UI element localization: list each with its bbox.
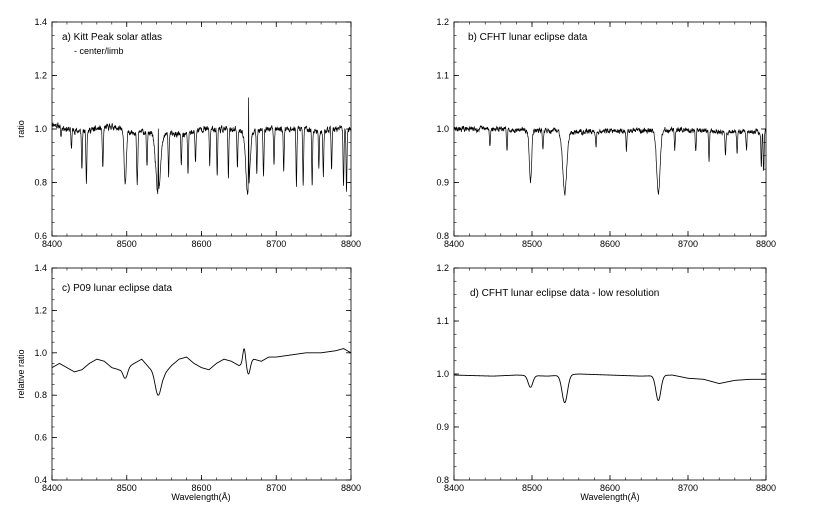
y-tick-label: 1.1	[436, 71, 449, 81]
y-tick-label: 1.2	[436, 17, 449, 27]
x-tick-label: 8500	[522, 483, 542, 493]
y-tick-label: 0.8	[34, 178, 47, 188]
y-tick-label: 0.8	[34, 390, 47, 400]
y-tick-label: 1.2	[436, 263, 449, 273]
y-tick-label: 0.8	[436, 475, 449, 485]
panel-d-spectrum-line	[453, 373, 766, 404]
y-tick-label: 0.6	[34, 231, 47, 241]
x-tick-label: 8600	[600, 483, 620, 493]
y-tick-label: 1.4	[34, 263, 47, 273]
panel-b-plot-frame	[453, 21, 767, 237]
y-tick-label: 1.0	[436, 124, 449, 134]
panel-a-axes: 8400 8500 8600 8700 8800 0.6 0.8 1.0 1.2 1.4	[34, 17, 361, 249]
panel-d-title: d) CFHT lunar eclipse data - low resolut…	[470, 288, 659, 299]
panel-b-title: b) CFHT lunar eclipse data	[468, 32, 588, 43]
y-tick-label: 0.6	[34, 433, 47, 443]
y-tick-label: 1.2	[34, 71, 47, 81]
x-tick-label: 8800	[756, 239, 776, 249]
panel-d-plot-frame	[453, 267, 767, 481]
x-tick-label: 8400	[42, 239, 62, 249]
panel-a-y-axis-label: ratio	[16, 120, 26, 138]
panel-b: 8400 8500 8600 8700 8800 0.8 0.9 1.0 1.1 1.2 b) C…	[436, 17, 776, 249]
y-tick-label: 0.8	[436, 231, 449, 241]
x-tick-label: 8500	[117, 483, 137, 493]
x-tick-label: 8600	[191, 239, 211, 249]
panel-c-y-axis-label: relative ratio	[16, 349, 26, 398]
x-tick-label: 8400	[444, 483, 464, 493]
y-tick-label: 0.9	[436, 422, 449, 432]
x-tick-label: 8400	[444, 239, 464, 249]
panel-c: 8400 8500 8600 8700 8800 0.4 0.6 0.8 1.0 1.2 1.4 c…	[16, 263, 361, 502]
y-tick-label: 0.9	[436, 178, 449, 188]
y-tick-label: 1.0	[436, 369, 449, 379]
panel-a-subtitle: - center/limb	[74, 46, 124, 56]
y-tick-label: 1.0	[34, 348, 47, 358]
y-tick-label: 1.2	[34, 305, 47, 315]
panel-b-spectrum-line	[453, 125, 767, 196]
panel-d-axes: 8400 8500 8600 8700 8800 0.8 0.9 1.0 1.1 1.2	[436, 263, 776, 493]
x-tick-label: 8500	[117, 239, 137, 249]
x-tick-label: 8700	[678, 239, 698, 249]
x-tick-label: 8600	[191, 483, 211, 493]
x-tick-label: 8700	[678, 483, 698, 493]
y-tick-label: 1.1	[436, 316, 449, 326]
y-tick-label: 1.4	[34, 17, 47, 27]
panel-a: 8400 8500 8600 8700 8800 0.6 0.8 1.0 1.2 1.4 a) K…	[16, 17, 361, 249]
x-tick-label: 8500	[522, 239, 542, 249]
panel-c-plot-frame	[51, 267, 352, 481]
panel-d: 8400 8500 8600 8700 8800 0.8 0.9 1.0 1.1 1.2 d) C…	[436, 263, 776, 502]
panel-a-spectrum-line	[51, 97, 352, 195]
y-tick-label: 1.0	[34, 124, 47, 134]
panel-c-title: c) P09 lunar eclipse data	[62, 283, 173, 294]
x-tick-label: 8400	[42, 483, 62, 493]
panel-b-axes: 8400 8500 8600 8700 8800 0.8 0.9 1.0 1.1 1.2	[436, 17, 776, 249]
panel-c-spectrum-line	[51, 348, 352, 396]
panel-a-title: a) Kitt Peak solar atlas	[62, 32, 162, 43]
x-tick-label: 8700	[266, 239, 286, 249]
x-tick-label: 8700	[266, 483, 286, 493]
panel-c-x-axis-label: Wavelength(Å)	[171, 492, 230, 502]
x-tick-label: 8800	[341, 239, 361, 249]
x-tick-label: 8800	[341, 483, 361, 493]
panel-d-x-axis-label: Wavelength(Å)	[580, 492, 639, 502]
panel-c-axes: 8400 8500 8600 8700 8800 0.4 0.6 0.8 1.0 1.2 1.4	[34, 263, 361, 493]
x-tick-label: 8800	[756, 483, 776, 493]
x-tick-label: 8600	[600, 239, 620, 249]
y-tick-label: 0.4	[34, 475, 47, 485]
